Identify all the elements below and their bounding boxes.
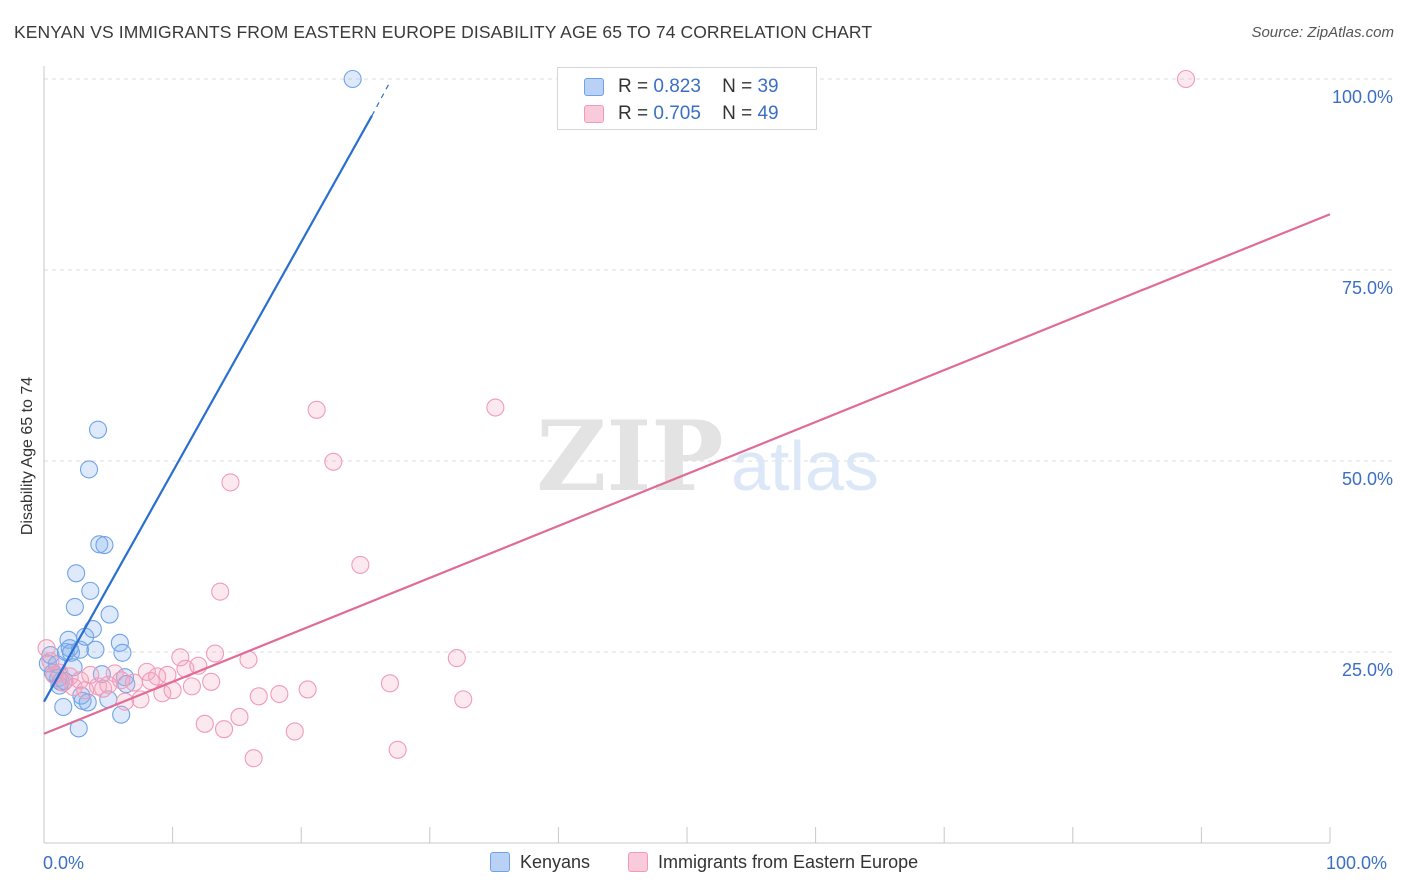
scatter-point xyxy=(113,643,132,662)
legend-r-label: R = xyxy=(618,103,649,124)
watermark: ZIP atlas xyxy=(536,400,879,513)
scatter-point xyxy=(54,697,73,717)
scatter-point xyxy=(95,535,114,555)
scatter-point xyxy=(324,452,343,471)
trend-line xyxy=(43,213,1331,735)
scatter-point xyxy=(202,672,221,691)
scatter-point xyxy=(447,649,466,668)
scatter-point xyxy=(230,707,249,726)
trend-lines xyxy=(43,84,1331,735)
trend-line xyxy=(43,115,373,703)
scatter-point xyxy=(86,640,105,659)
scatter-point xyxy=(171,648,190,667)
legend-label-kenyans: Kenyans xyxy=(520,852,591,872)
scatter-point xyxy=(90,535,109,554)
legend-swatch-kenyans xyxy=(490,852,510,872)
scatter-point xyxy=(67,564,86,583)
scatter-point xyxy=(454,690,473,709)
scatter-point xyxy=(195,714,214,733)
scatter-point xyxy=(351,555,370,574)
scatter-point xyxy=(388,740,407,759)
scatter-point xyxy=(153,684,172,703)
stats-legend: R = 0.823 N = 39 R = 0.705 N = 49 xyxy=(557,67,817,130)
legend-n-value-eastern-europe: 49 xyxy=(757,103,779,124)
legend-r-value-kenyans: 0.823 xyxy=(653,76,701,97)
scatter-point xyxy=(211,582,230,601)
scatter-point xyxy=(64,678,83,697)
scatter-point xyxy=(65,597,84,616)
axes xyxy=(43,66,1331,844)
legend-n-value-kenyans: 39 xyxy=(757,76,779,97)
scatter-point xyxy=(221,473,240,492)
y-tick-label-100: 100.0% xyxy=(1331,87,1393,107)
watermark-zip: ZIP xyxy=(536,400,723,513)
scatter-point xyxy=(81,581,100,600)
legend-swatch-eastern-europe xyxy=(584,105,604,123)
legend-swatch-eastern-europe xyxy=(628,852,648,872)
legend-r-label: R = xyxy=(618,76,649,97)
scatter-point xyxy=(137,662,156,681)
legend-item-eastern-europe: Immigrants from Eastern Europe xyxy=(628,852,918,873)
watermark-atlas: atlas xyxy=(731,427,879,505)
legend-r-value-eastern-europe: 0.705 xyxy=(653,103,701,124)
gridlines xyxy=(44,78,1394,653)
y-axis-label: Disability Age 65 to 74 xyxy=(19,376,36,536)
legend-n-label: N = xyxy=(722,103,753,124)
chart-source: Source: ZipAtlas.com xyxy=(1251,24,1394,41)
scatter-point xyxy=(486,398,505,417)
scatter-point xyxy=(380,674,399,693)
scatter-point xyxy=(100,605,119,624)
scatter-point xyxy=(298,680,317,699)
legend-swatch-kenyans xyxy=(584,78,604,96)
scatter-point xyxy=(79,460,99,479)
scatter-point xyxy=(88,420,108,439)
scatter-point xyxy=(1176,69,1196,89)
scatter-point xyxy=(60,667,79,686)
scatter-point xyxy=(249,687,268,706)
scatter-point xyxy=(205,644,225,663)
trend-line-extension xyxy=(371,84,390,116)
scatter-points xyxy=(37,69,1196,768)
scatter-point xyxy=(307,400,326,419)
legend-label-eastern-europe: Immigrants from Eastern Europe xyxy=(658,852,919,872)
y-tick-label-50: 50.0% xyxy=(1341,469,1393,489)
scatter-point xyxy=(285,722,304,741)
scatter-point xyxy=(214,720,234,739)
x-tick-label-min: 0.0% xyxy=(43,853,85,873)
x-tick-label-max: 100.0% xyxy=(1326,853,1388,873)
scatter-point xyxy=(244,749,263,768)
y-tick-label-25: 25.0% xyxy=(1341,660,1393,680)
chart-title: KENYAN VS IMMIGRANTS FROM EASTERN EUROPE… xyxy=(14,22,873,42)
legend-n-label: N = xyxy=(722,76,753,97)
scatter-point xyxy=(343,69,362,89)
scatter-point xyxy=(270,684,289,704)
scatter-point xyxy=(70,671,90,690)
legend-item-kenyans: Kenyans xyxy=(490,852,590,873)
scatter-point xyxy=(182,677,201,696)
scatter-point xyxy=(105,664,124,683)
y-tick-label-75: 75.0% xyxy=(1341,278,1393,298)
